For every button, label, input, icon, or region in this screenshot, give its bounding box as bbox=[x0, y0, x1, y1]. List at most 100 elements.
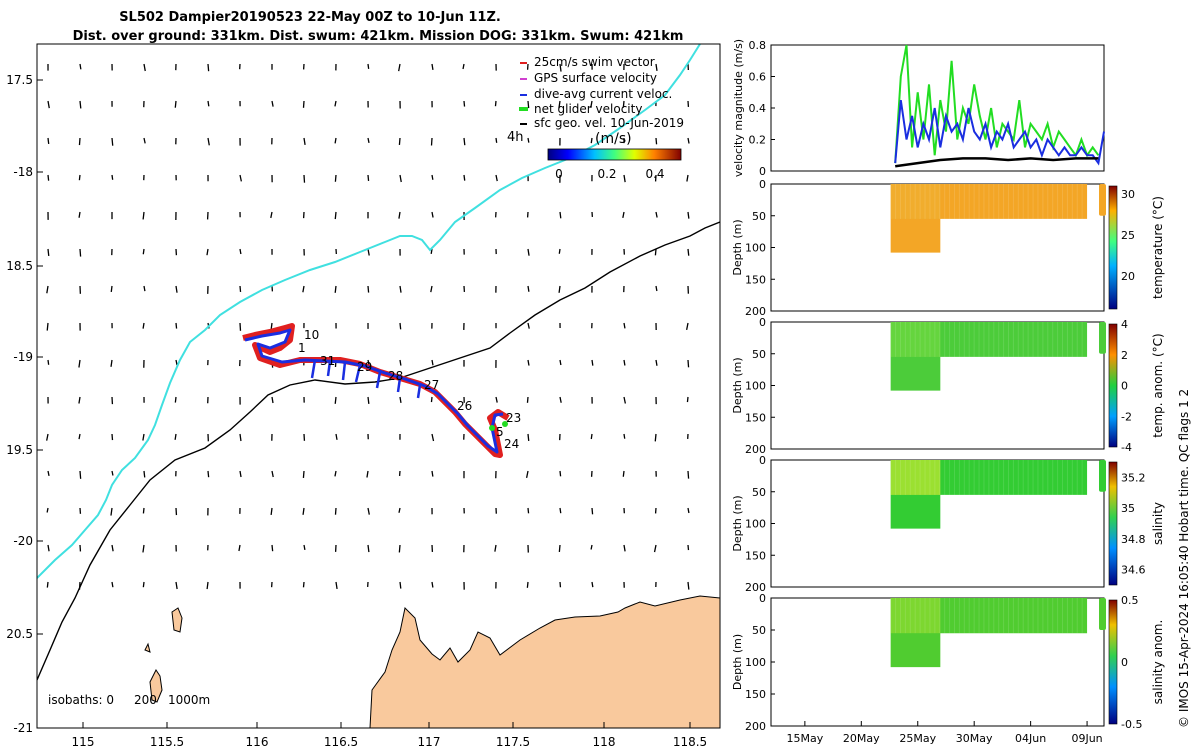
y-axis-label: Depth (m) bbox=[731, 495, 744, 551]
map-y-tick: 18.5 bbox=[6, 259, 33, 273]
colorbar-gradient bbox=[548, 149, 681, 160]
velocity-arrow bbox=[592, 582, 593, 587]
chart-title-line1: SL502 Dampier20190523 22-May 00Z to 10-J… bbox=[119, 10, 501, 25]
velocity-arrow bbox=[240, 286, 241, 292]
map-x-tick: 117.5 bbox=[496, 735, 530, 749]
velocity-arrow bbox=[400, 360, 401, 366]
map-x-tick: 116.5 bbox=[324, 735, 358, 749]
colorbar-label: salinity bbox=[1151, 502, 1165, 545]
y-tick-label: 150 bbox=[745, 549, 766, 562]
velocity-arrow bbox=[528, 138, 529, 143]
velocity-arrow bbox=[432, 175, 433, 180]
velocity-arrow bbox=[335, 212, 336, 219]
y-axis-label: Depth (m) bbox=[731, 357, 744, 413]
time-tick-label: 09Jun bbox=[1071, 732, 1102, 745]
velocity-arrow bbox=[112, 582, 113, 587]
velocity-arrow bbox=[368, 286, 369, 293]
velocity-arrow bbox=[400, 323, 401, 329]
y-tick-label: 100 bbox=[745, 656, 766, 669]
velocity-arrow bbox=[688, 249, 689, 256]
colorbar-unit-label: (m/s) bbox=[595, 131, 632, 147]
day-label: 24 bbox=[504, 437, 519, 451]
velocity-arrow bbox=[335, 508, 336, 515]
velocity-arrow bbox=[111, 286, 112, 292]
velocity-arrow bbox=[399, 545, 400, 552]
velocity-arrow bbox=[464, 101, 465, 107]
velocity-arrow bbox=[112, 471, 113, 475]
velocity-arrow bbox=[431, 397, 432, 402]
map-y-tick: 17.5 bbox=[6, 73, 33, 87]
day-label: 10 bbox=[304, 328, 319, 342]
velocity-arrow bbox=[208, 471, 209, 477]
velocity-arrow bbox=[304, 545, 305, 550]
velocity-arrow bbox=[688, 471, 689, 479]
map-x-tick: 118 bbox=[593, 735, 616, 749]
time-tick-label: 15May bbox=[786, 732, 823, 745]
velocity-arrow bbox=[432, 582, 433, 588]
velocity-arrow bbox=[688, 508, 689, 513]
day-label: 26 bbox=[457, 399, 472, 413]
velocity-arrow bbox=[656, 138, 657, 144]
velocity-arrow bbox=[335, 175, 336, 182]
colorbar-tick: 0 bbox=[1121, 656, 1128, 669]
y-tick-label: 0.4 bbox=[749, 102, 767, 115]
velocity-arrow bbox=[560, 508, 561, 513]
y-tick-label: 100 bbox=[745, 518, 766, 531]
day-label: 28 bbox=[388, 369, 403, 383]
map-y-tick: -19 bbox=[13, 350, 33, 364]
y-tick-label: 150 bbox=[745, 411, 766, 424]
colorbar bbox=[1109, 462, 1117, 585]
legend-entry-dive-avg: dive-avg current veloc. bbox=[520, 87, 672, 101]
velocity-arrow bbox=[591, 138, 592, 143]
qc-strip bbox=[1099, 322, 1106, 354]
y-tick-label: 50 bbox=[752, 624, 766, 637]
legend-label: dive-avg current veloc. bbox=[534, 87, 672, 101]
colorbar-tick: 34.8 bbox=[1121, 533, 1146, 546]
velocity-arrow bbox=[528, 101, 529, 108]
net-velocity-marker bbox=[489, 425, 495, 431]
day-label: 27 bbox=[424, 378, 439, 392]
velocity-arrow bbox=[688, 582, 689, 590]
velocity-arrow bbox=[112, 138, 113, 146]
colorbar-tick: 20 bbox=[1121, 270, 1135, 283]
colorbar-hours-label: 4h bbox=[507, 130, 524, 145]
velocity-arrow bbox=[400, 582, 401, 589]
velocity-arrow bbox=[48, 360, 49, 365]
colorbar-tick: 30 bbox=[1121, 188, 1135, 201]
y-tick-label: 100 bbox=[745, 380, 766, 393]
velocity-arrow bbox=[271, 508, 272, 515]
day-label: 1 bbox=[298, 341, 306, 355]
velocity-arrow bbox=[464, 175, 465, 181]
y-tick-label: 50 bbox=[752, 210, 766, 223]
velocity-arrow bbox=[559, 249, 560, 254]
velocity-arrow bbox=[623, 471, 624, 477]
colorbar-tick: 35.2 bbox=[1121, 471, 1146, 484]
time-tick-label: 04Jun bbox=[1015, 732, 1046, 745]
map-x-tick: 117 bbox=[418, 735, 441, 749]
velocity-arrow bbox=[80, 101, 81, 108]
velocity-arrow bbox=[592, 508, 593, 514]
colorbar-label: temperature (°C) bbox=[1151, 196, 1165, 299]
legend-entry-sfc-geo: sfc geo. vel. 10-Jun-2019 bbox=[520, 116, 684, 130]
qc-strip bbox=[1099, 598, 1106, 630]
colorbar bbox=[1109, 186, 1117, 309]
legend-label: net glider velocity bbox=[534, 102, 642, 116]
colorbar-tick: -2 bbox=[1121, 410, 1132, 423]
velocity-arrow bbox=[655, 434, 656, 441]
velocity-arrow bbox=[208, 101, 209, 106]
velocity-arrow bbox=[47, 323, 48, 331]
day-label: 5 bbox=[496, 425, 504, 439]
velocity-arrow bbox=[48, 249, 49, 256]
velocity-arrow bbox=[47, 582, 48, 588]
velocity-arrow bbox=[528, 508, 529, 513]
velocity-arrow bbox=[48, 138, 49, 144]
map-y-tick: 19.5 bbox=[6, 443, 33, 457]
velocity-arrow bbox=[143, 249, 144, 254]
day-label: 31 bbox=[320, 354, 335, 368]
